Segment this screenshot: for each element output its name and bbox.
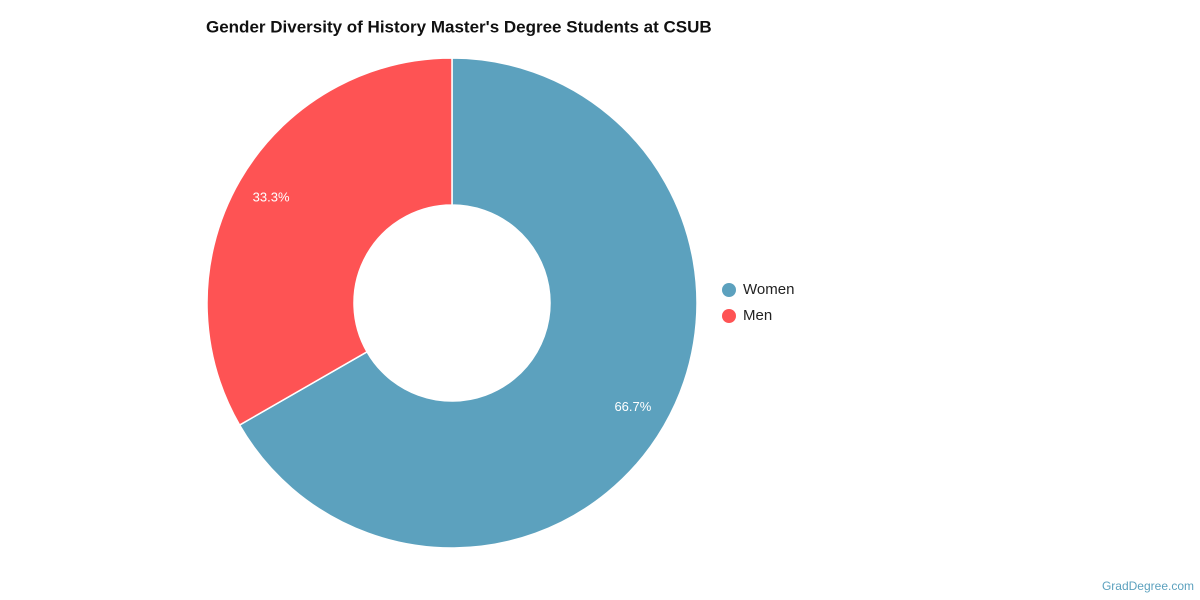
chart-title: Gender Diversity of History Master's Deg… <box>206 17 712 36</box>
donut-slice <box>238 57 698 549</box>
legend-label: Men <box>743 307 772 324</box>
source-credit[interactable]: GradDegree.com <box>1102 579 1194 593</box>
legend-swatch <box>722 309 736 323</box>
data-label: 33.3% <box>253 190 290 205</box>
legend-label: Women <box>743 281 794 298</box>
legend-swatch <box>722 283 736 297</box>
donut-slice <box>206 57 453 427</box>
data-label: 66.7% <box>614 399 651 414</box>
